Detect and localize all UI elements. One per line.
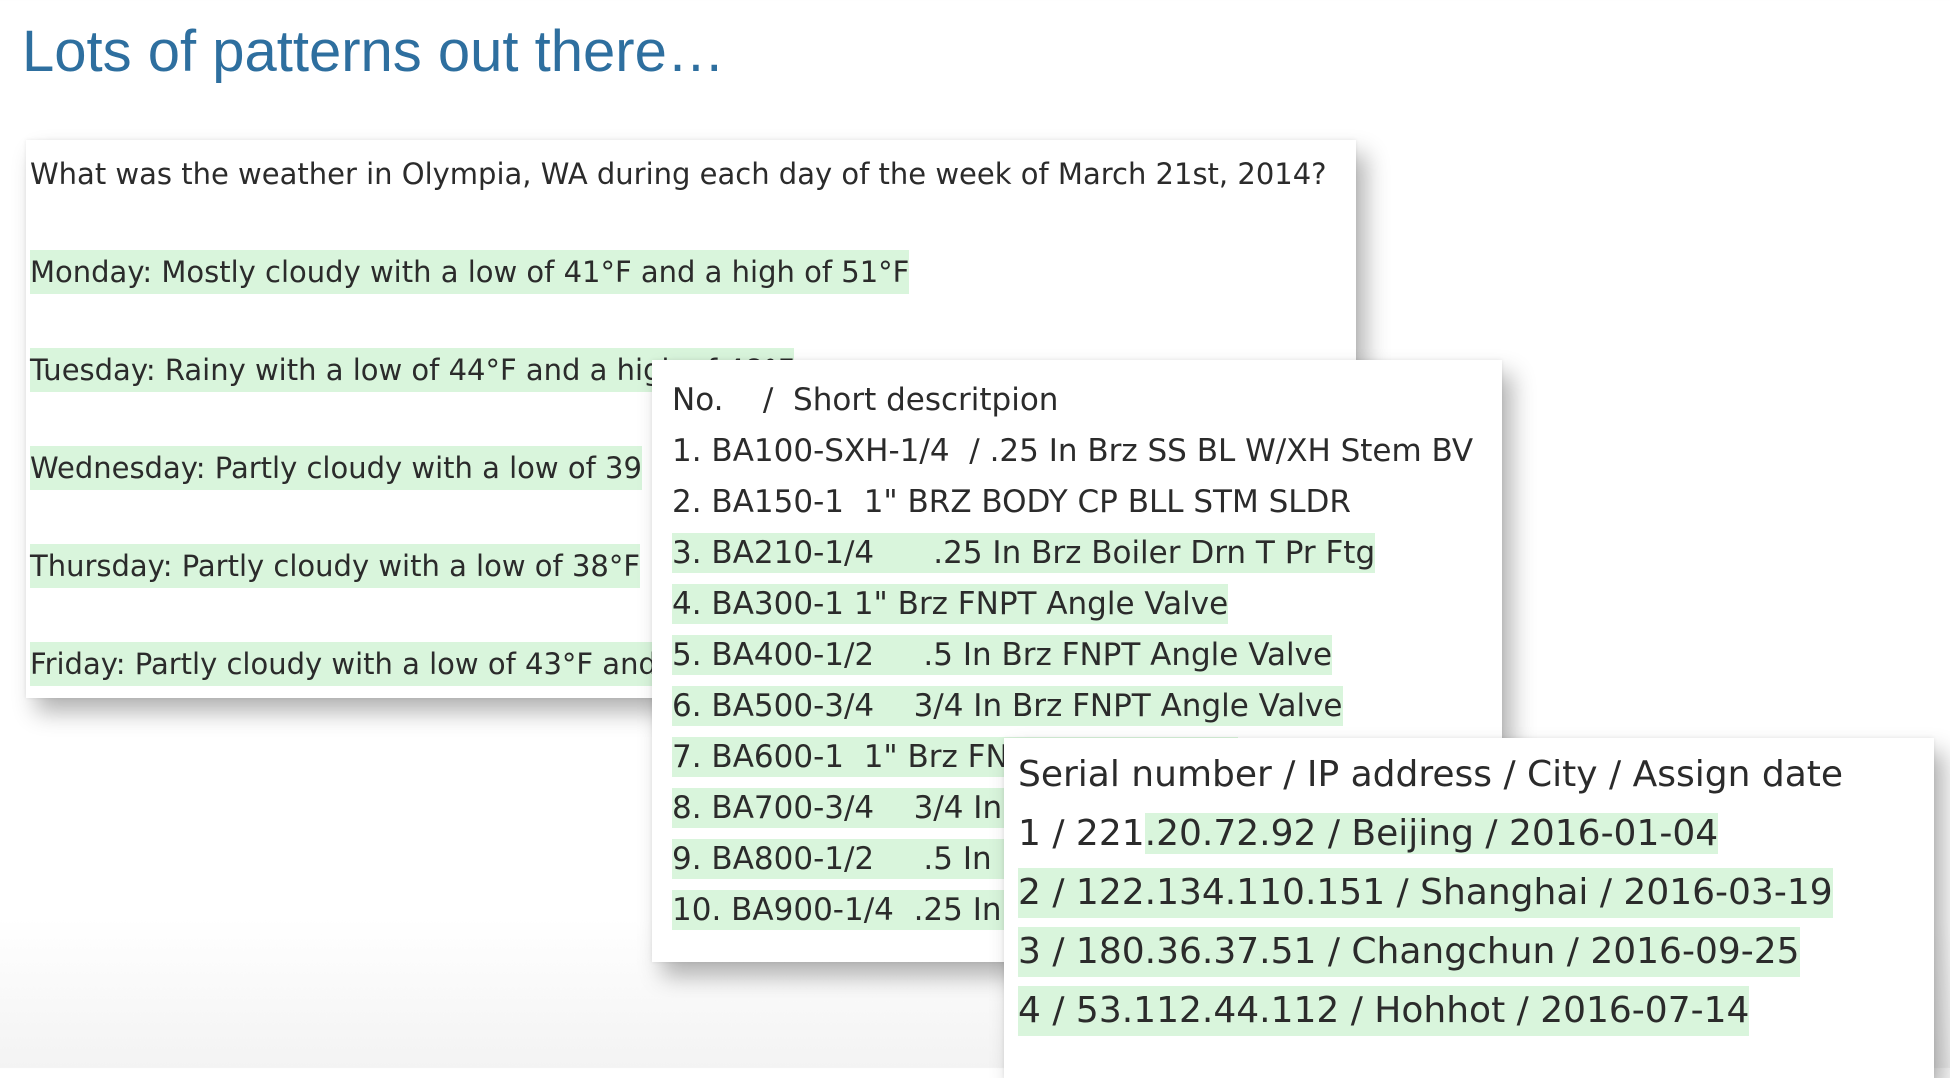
weather-answer-wednesday: Wednesday: Partly cloudy with a low of 3… (30, 446, 642, 490)
parts-row: 5. BA400-1/2 .5 In Brz FNPT Angle Valve (672, 635, 1333, 675)
ip-row: 4 / 53.112.44.112 / Hohhot / 2016-07-14 (1018, 986, 1750, 1036)
weather-answer-thursday: Thursday: Partly cloudy with a low of 38… (30, 544, 641, 588)
parts-row: 3. BA210-1/4 .25 In Brz Boiler Drn T Pr … (672, 533, 1376, 573)
ip-card: Serial number / IP address / City / Assi… (1004, 738, 1934, 1078)
ip-row-prefix: 1 / 221 (1018, 813, 1145, 854)
weather-answer-friday: Friday: Partly cloudy with a low of 43°F… (30, 642, 657, 686)
weather-question: What was the weather in Olympia, WA duri… (30, 157, 1327, 191)
parts-card: No. / Short descritpion 1. BA100-SXH-1/4… (652, 360, 1502, 962)
ip-header: Serial number / IP address / City / Assi… (1018, 754, 1844, 795)
parts-row: 2. BA150-1 1" BRZ BODY CP BLL STM SLDR (672, 484, 1351, 520)
parts-row: 4. BA300-1 1" Brz FNPT Angle Valve (672, 584, 1229, 624)
parts-row: 1. BA100-SXH-1/4 / .25 In Brz SS BL W/XH… (672, 433, 1474, 469)
weather-answer-monday: Monday: Mostly cloudy with a low of 41°F… (30, 250, 910, 294)
ip-row: 3 / 180.36.37.51 / Changchun / 2016-09-2… (1018, 927, 1800, 977)
ip-row-highlight: .20.72.92 / Beijing / 2016-01-04 (1144, 813, 1719, 854)
ip-row: 1 / 221.20.72.92 / Beijing / 2016-01-04 (1018, 809, 1719, 859)
parts-header: No. / Short descritpion (672, 382, 1059, 418)
slide-title: Lots of patterns out there… (22, 19, 725, 84)
parts-row: 6. BA500-3/4 3/4 In Brz FNPT Angle Valve (672, 686, 1343, 726)
ip-row: 2 / 122.134.110.151 / Shanghai / 2016-03… (1018, 868, 1833, 918)
